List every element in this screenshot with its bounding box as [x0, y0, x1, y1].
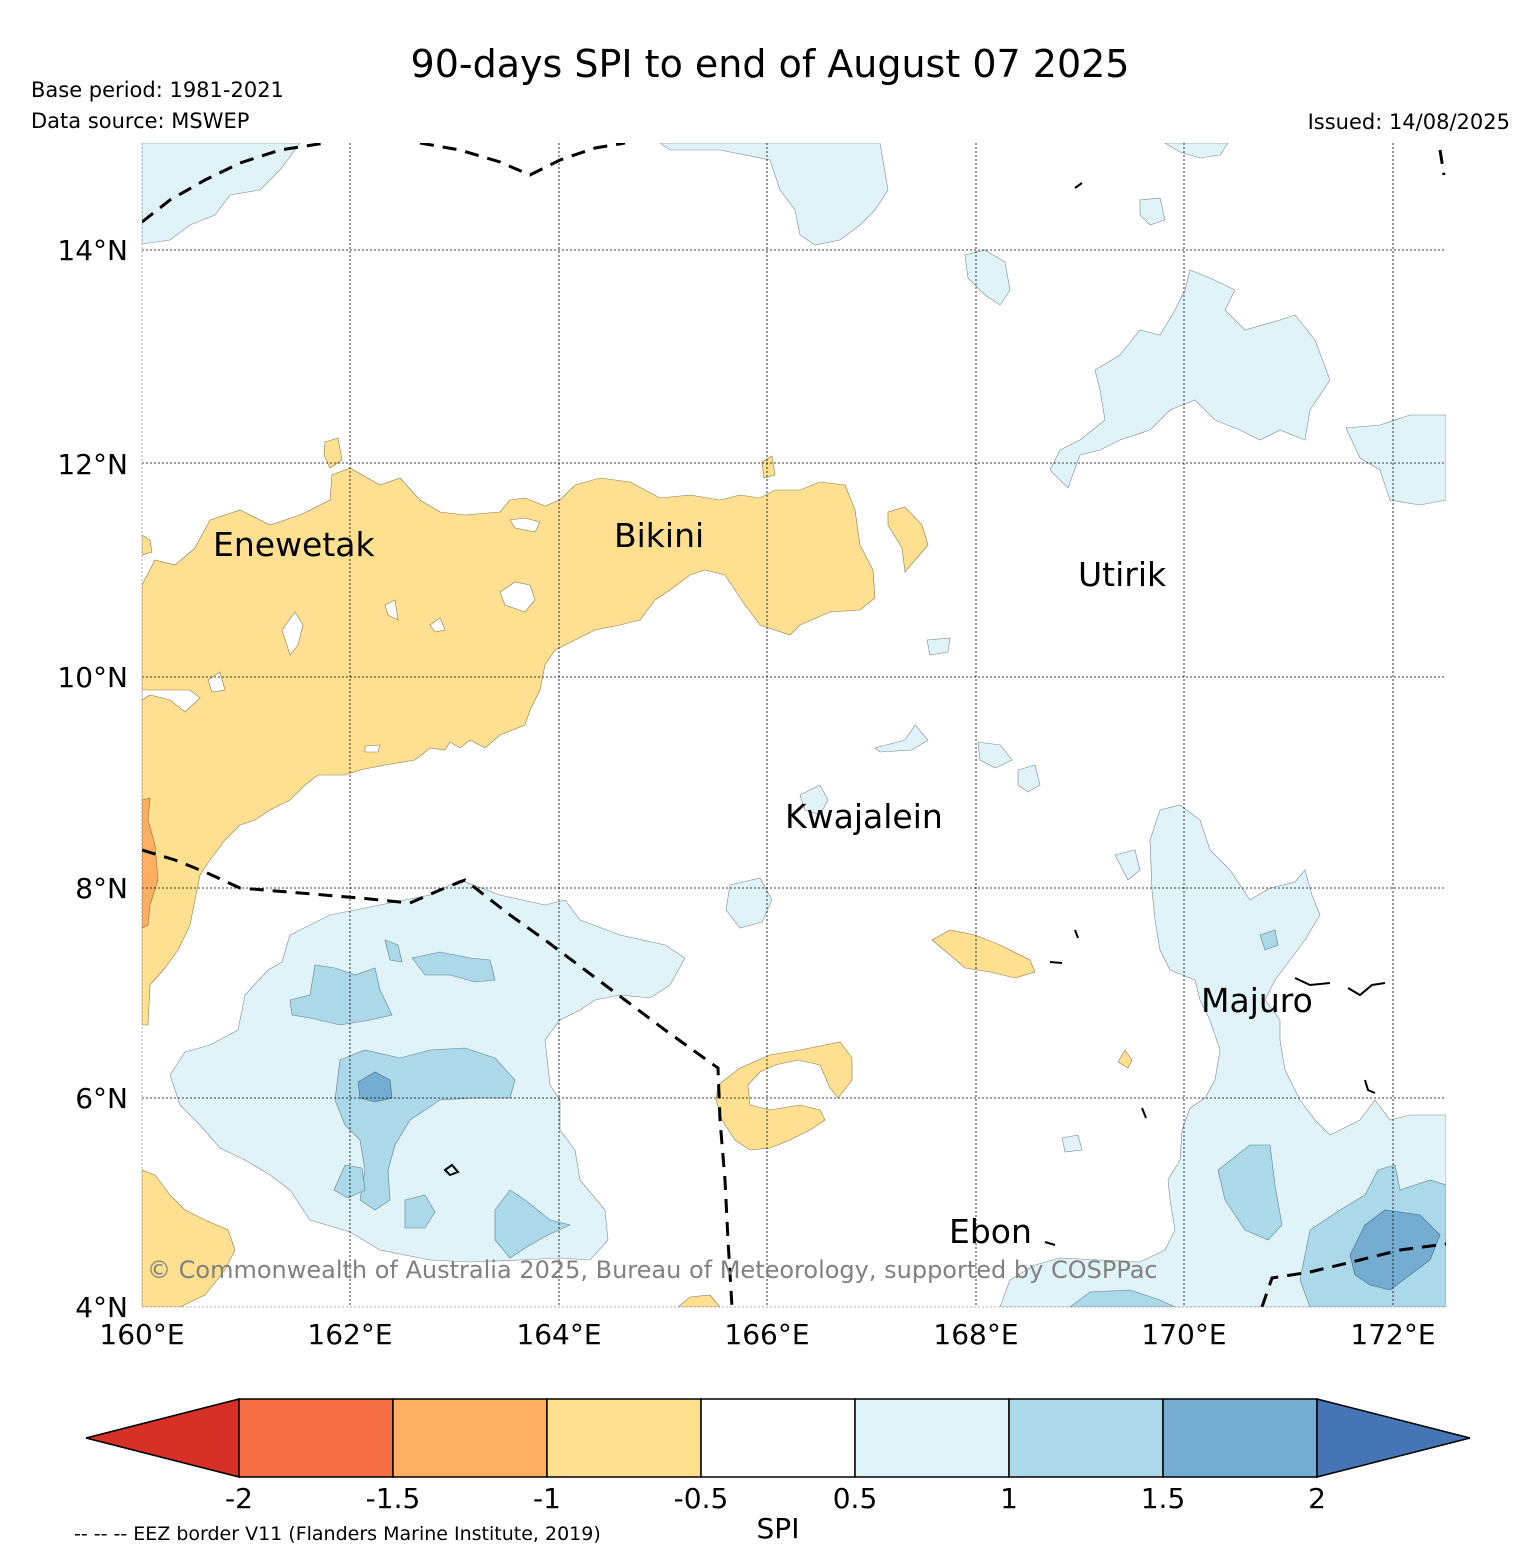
spi-field [142, 143, 1446, 1307]
spi-region-normal [509, 517, 541, 533]
x-tick-label: 172°E [1350, 1318, 1435, 1351]
spi-region-dry-moderate [1117, 1049, 1133, 1069]
colorbar-tick-label: 1.5 [1141, 1482, 1186, 1515]
colorbar-extend-low [85, 1398, 240, 1478]
spi-region-wet-light [977, 741, 1013, 769]
spi-region-normal [281, 611, 304, 656]
spi-region-wet-light [142, 143, 301, 245]
spi-region-dry-moderate [677, 1294, 721, 1307]
y-tick-label: 14°N [57, 234, 128, 267]
x-tick-label: 168°E [933, 1318, 1018, 1351]
x-tick-label: 160°E [99, 1318, 184, 1351]
spi-region-normal [429, 617, 446, 633]
spi-region-normal [364, 744, 381, 753]
colorbar-label: SPI [756, 1512, 800, 1545]
colorbar-tick-label: -0.5 [674, 1482, 729, 1515]
spi-region-dry-moderate [142, 534, 153, 556]
spi-region-wet-light [659, 143, 889, 246]
colorbar-bin [392, 1398, 548, 1478]
y-tick-label: 8°N [75, 872, 128, 905]
spi-region-wet-light [1164, 143, 1229, 159]
spi-region-wet-moderate [404, 1194, 436, 1229]
y-tick-label: 12°N [57, 448, 128, 481]
spi-region-normal [384, 599, 399, 621]
spi-region-wet-light [1061, 1134, 1083, 1153]
y-tick-label: 4°N [75, 1291, 128, 1324]
spi-region-wet-moderate [1217, 1144, 1283, 1241]
spi-region-dry-moderate [931, 929, 1036, 979]
colorbar-tick-label: -1.5 [366, 1482, 421, 1515]
colorbar: -2 -1.5 -1 -0.5 0.5 1 1.5 2 [85, 1398, 1471, 1515]
spi-region-wet-light [1345, 414, 1446, 506]
spi-region-wet-light [1017, 764, 1041, 793]
colorbar-bin [238, 1398, 394, 1478]
spi-region-dry-moderate [761, 455, 776, 479]
copyright-watermark: © Commonwealth of Australia 2025, Bureau… [147, 1256, 1158, 1284]
spi-region-wet-moderate [411, 951, 496, 983]
place-label-utirik: Utirik [1078, 555, 1167, 594]
spi-region-wet-light [1049, 269, 1331, 489]
spi-region-wet-light [999, 804, 1446, 1307]
colorbar-bin [700, 1398, 856, 1478]
x-tick-label: 162°E [307, 1318, 392, 1351]
place-label-majuro: Majuro [1201, 981, 1313, 1020]
spi-region-dry-moderate [142, 1169, 236, 1307]
spi-region-normal [499, 581, 536, 613]
place-label-ebon: Ebon [949, 1212, 1032, 1251]
spi-region-wet-strong [1349, 1209, 1441, 1291]
spi-region-wet-moderate [494, 1189, 571, 1259]
island-outlines [443, 182, 1386, 1246]
page-title: 90-days SPI to end of August 07 2025 [410, 42, 1130, 86]
colorbar-tick-label: 2 [1308, 1482, 1326, 1515]
x-tick-label: 166°E [724, 1318, 809, 1351]
issued-date-label: Issued: 14/08/2025 [1307, 110, 1510, 134]
spi-region-wet-light [725, 877, 773, 929]
spi-region-wet-light [874, 724, 929, 753]
place-label-kwajalein: Kwajalein [785, 797, 943, 836]
spi-region-dry-strong [142, 797, 159, 929]
colorbar-bin [854, 1398, 1010, 1478]
spi-region-normal [207, 671, 226, 693]
colorbar-tick-label: -2 [225, 1482, 253, 1515]
spi-region-wet-light [926, 637, 951, 656]
colorbar-tick-label: 1 [1000, 1482, 1018, 1515]
spi-region-dry-moderate [887, 506, 929, 573]
spi-region-normal [142, 689, 201, 713]
x-tick-label: 164°E [516, 1318, 601, 1351]
spi-region-dry-moderate [323, 437, 343, 469]
base-period-label: Base period: 1981-2021 [31, 78, 284, 102]
spi-region-wet-moderate [333, 1164, 366, 1199]
colorbar-tick-label: -1 [533, 1482, 561, 1515]
colorbar-bin [1008, 1398, 1164, 1478]
colorbar-extend-high [1316, 1398, 1471, 1478]
spi-map: Enewetak Bikini Utirik Kwajalein Majuro … [57, 143, 1446, 1351]
spi-region-dry-moderate [142, 467, 876, 1026]
spi-region-wet-moderate [384, 939, 403, 963]
colorbar-bin [546, 1398, 702, 1478]
spi-region-wet-light [799, 784, 829, 816]
spi-region-wet-moderate [1069, 1289, 1176, 1307]
x-tick-label: 170°E [1141, 1318, 1226, 1351]
spi-region-wet-moderate [1259, 929, 1279, 951]
graticule [142, 143, 1446, 1307]
y-tick-label: 10°N [57, 661, 128, 694]
spi-region-wet-moderate [289, 964, 393, 1026]
colorbar-bin [1162, 1398, 1318, 1478]
colorbar-tick-label: 0.5 [833, 1482, 878, 1515]
eez-footnote: -- -- -- EEZ border V11 (Flanders Marine… [74, 1523, 601, 1545]
spi-region-dry-moderate [715, 1041, 853, 1151]
y-tick-label: 6°N [75, 1082, 128, 1115]
data-source-label: Data source: MSWEP [31, 109, 250, 133]
place-label-enewetak: Enewetak [213, 525, 376, 564]
spi-region-wet-light [1114, 849, 1141, 881]
place-label-bikini: Bikini [614, 516, 704, 555]
spi-region-wet-light [1139, 197, 1166, 226]
